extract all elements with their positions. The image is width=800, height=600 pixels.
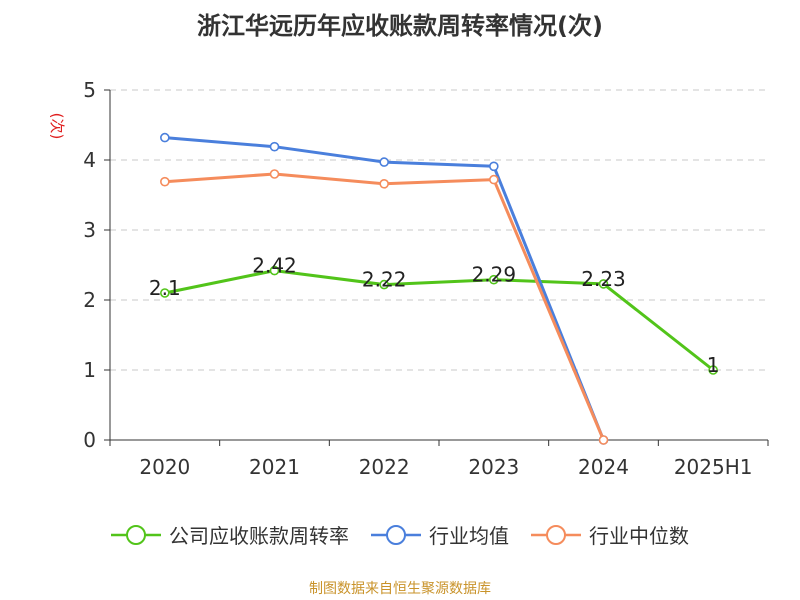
data-point-s1-0 [160, 132, 170, 143]
legend-item-1: 行业均值 [371, 520, 509, 549]
x-tick-label: 2021 [249, 455, 300, 479]
source-note: 制图数据来自恒生聚源数据库 [309, 581, 491, 597]
legend-label: 行业中位数 [589, 524, 689, 548]
data-point-s0-5 [708, 365, 718, 375]
data-point-s0-0 [160, 288, 170, 298]
y-tick-label: 4 [83, 148, 96, 172]
data-point-s0-4 [598, 279, 609, 289]
data-label: 1 [707, 353, 720, 377]
grid-layer [110, 89, 768, 371]
x-tick-label: 2020 [139, 455, 190, 479]
data-point-s2-3 [489, 174, 499, 185]
series-line-0 [164, 269, 715, 372]
y-tick-label: 3 [83, 218, 96, 242]
data-point-s1-2 [379, 157, 389, 167]
legend-marker [126, 524, 146, 545]
data-label: 2.29 [472, 263, 517, 287]
legend-item-0: 公司应收账款周转率 [111, 520, 349, 549]
data-point-s0-3 [489, 274, 499, 285]
x-tick-label: 2025H1 [674, 455, 753, 479]
x-tick-label: 2024 [578, 455, 629, 479]
y-tick-label: 5 [83, 78, 96, 102]
data-label: 2.1 [149, 276, 181, 300]
data-point-s1-1 [269, 141, 280, 152]
legend-label: 行业均值 [429, 524, 509, 548]
legend-label: 公司应收账款周转率 [169, 524, 349, 548]
data-label-layer: 2.1 2.42 2.22 2.29 2.23 1 [149, 254, 720, 377]
y-tick-label: 1 [83, 358, 96, 382]
y-axis-label: (次) [48, 113, 66, 140]
data-point-s2-4 [598, 435, 609, 445]
series-layer [160, 132, 718, 445]
x-tick-label: 2023 [468, 455, 519, 479]
legend: 公司应收账款周转率 行业均值 行业中位数 [0, 520, 800, 549]
series-line-2 [164, 172, 605, 441]
y-tick-label: 2 [83, 288, 96, 312]
data-point-s0-2 [379, 279, 389, 290]
legend-symbol-icon [111, 524, 161, 545]
data-label: 2.22 [362, 268, 407, 292]
y-tick-label: 0 [83, 428, 96, 452]
data-label: 2.42 [252, 254, 297, 278]
data-point-s0-1 [269, 265, 280, 276]
data-point-s2-2 [379, 179, 389, 189]
legend-symbol-icon [531, 524, 581, 545]
data-point-s2-0 [160, 176, 170, 187]
data-point-s2-1 [269, 169, 280, 179]
legend-marker [546, 524, 566, 545]
legend-marker [386, 524, 406, 545]
legend-item-2: 行业中位数 [531, 520, 689, 549]
axis-layer: 0 1 2 3 4 5 2020 2021 2022 2023 2024 2025H1 (次) [48, 78, 769, 479]
data-label: 2.23 [581, 267, 626, 291]
chart-title: 浙江华远历年应收账款周转率情况(次) [197, 12, 603, 40]
x-tick-label: 2022 [359, 455, 410, 479]
data-point-s1-3 [489, 161, 499, 172]
legend-symbol-icon [371, 524, 421, 545]
